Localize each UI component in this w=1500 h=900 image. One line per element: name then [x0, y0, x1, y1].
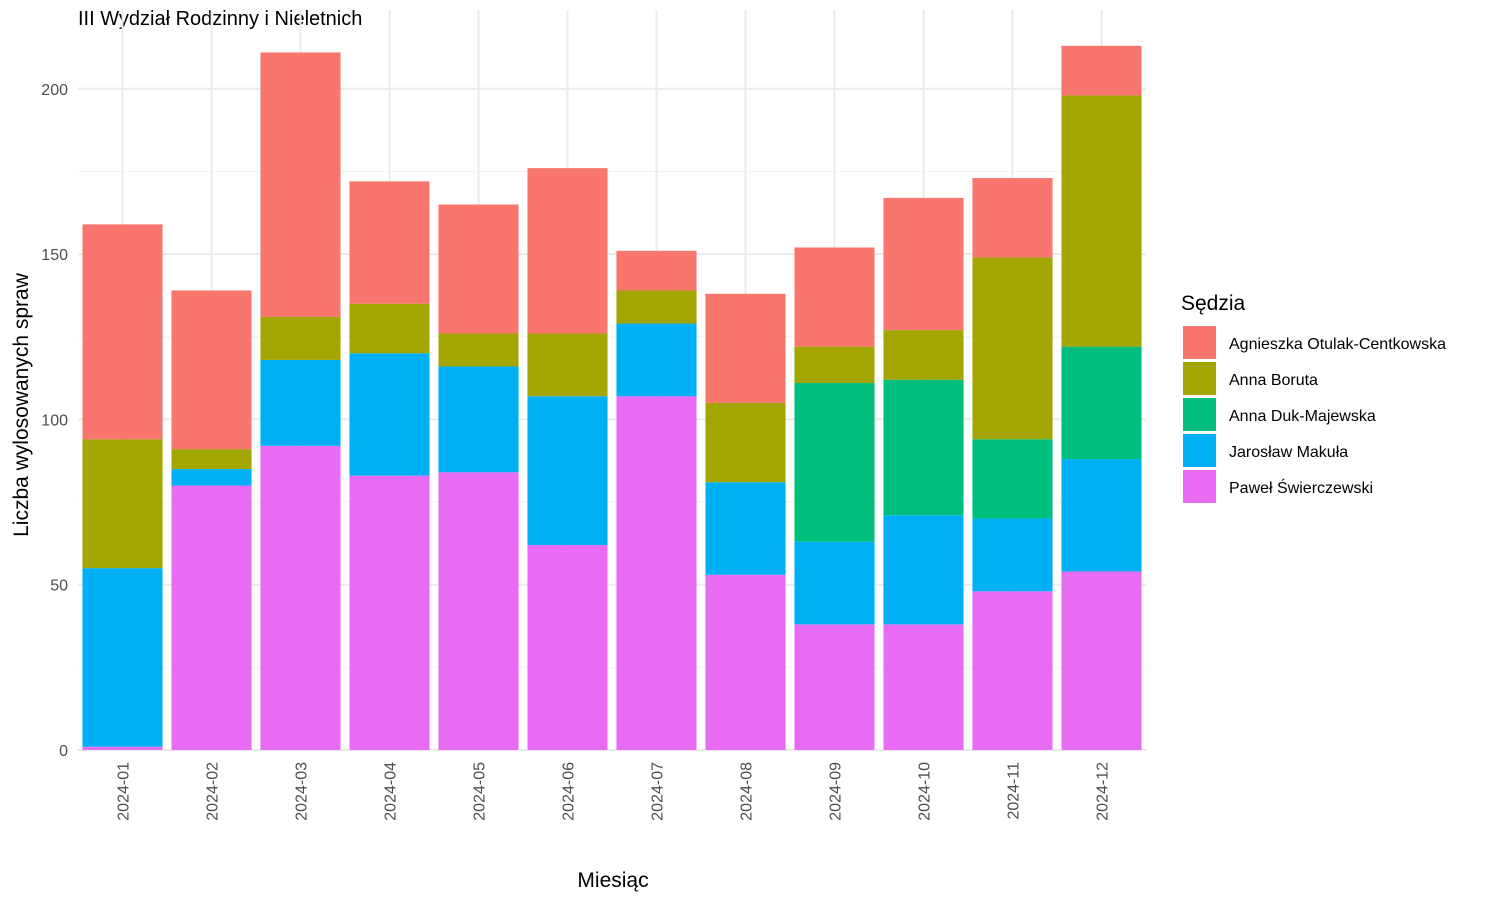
bar-segment	[794, 346, 875, 384]
bar-segment	[1061, 45, 1142, 96]
bar-segment	[82, 224, 163, 440]
legend-label: Jarosław Makuła	[1229, 444, 1348, 461]
bar-segment	[438, 472, 519, 750]
legend-title: Sędzia	[1181, 292, 1246, 315]
x-tick-label: 2024-06	[561, 762, 578, 821]
bar-segment	[171, 449, 252, 469]
bar-segment	[972, 439, 1053, 519]
bar-segment	[794, 247, 875, 347]
x-tick-label: 2024-05	[472, 762, 489, 821]
x-tick-label: 2024-10	[917, 762, 934, 821]
legend-swatch	[1183, 470, 1216, 503]
bar-segment	[171, 485, 252, 750]
x-tick-label: 2024-12	[1095, 762, 1112, 821]
x-tick-label: 2024-09	[828, 762, 845, 821]
x-tick-label: 2024-04	[383, 762, 400, 821]
bar-segment	[1061, 346, 1142, 460]
bar-segment	[883, 515, 964, 625]
bar-segment	[82, 439, 163, 569]
bar-segment	[883, 330, 964, 380]
bar-segment	[260, 445, 341, 750]
bar-segment	[1061, 571, 1142, 750]
bar-segment	[616, 290, 697, 324]
bar-segment	[82, 568, 163, 747]
bar-segment	[794, 541, 875, 625]
bar-segment	[260, 316, 341, 360]
x-tick-label: 2024-01	[116, 762, 133, 821]
x-tick-label: 2024-08	[739, 762, 756, 821]
bar-segment	[527, 396, 608, 546]
bar-segment	[883, 624, 964, 750]
y-tick-label: 100	[41, 412, 68, 429]
x-tick-label: 2024-07	[650, 762, 667, 821]
bar-segment	[349, 475, 430, 750]
y-tick-label: 0	[59, 743, 68, 760]
bar-segment	[883, 197, 964, 331]
bar-segment	[705, 482, 786, 575]
bar-segment	[527, 333, 608, 397]
bar-segment	[1061, 459, 1142, 572]
legend-swatch	[1183, 398, 1216, 431]
bar-segment	[171, 290, 252, 450]
bar-segment	[527, 545, 608, 750]
y-tick-label: 200	[41, 82, 68, 99]
bars	[82, 45, 1142, 750]
bar-segment	[972, 518, 1053, 592]
x-axis-label: Miesiąc	[577, 869, 648, 892]
bar-segment	[794, 383, 875, 542]
bar-segment	[616, 396, 697, 750]
bar-segment	[438, 366, 519, 473]
chart-title: III Wydział Rodzinny i Nieletnich	[78, 8, 363, 30]
bar-segment	[705, 293, 786, 403]
bar-segment	[1061, 95, 1142, 347]
legend-label: Anna Boruta	[1229, 372, 1318, 389]
legend: Sędzia Agnieszka Otulak-Centkowska Anna B…	[1181, 292, 1446, 503]
y-tick-label: 150	[41, 247, 68, 264]
bar-segment	[349, 353, 430, 476]
legend-swatch	[1183, 326, 1216, 359]
bar-segment	[705, 402, 786, 483]
bar-segment	[972, 257, 1053, 440]
legend-label: Anna Duk-Majewska	[1229, 408, 1376, 425]
bar-segment	[349, 303, 430, 354]
bar-segment	[438, 333, 519, 367]
bar-segment	[794, 624, 875, 750]
bar-segment	[883, 379, 964, 516]
bar-segment	[972, 591, 1053, 750]
legend-label: Agnieszka Otulak-Centkowska	[1229, 336, 1446, 353]
y-tick-label: 50	[50, 578, 68, 595]
bar-segment	[171, 468, 252, 486]
bar-segment	[438, 204, 519, 334]
bar-segment	[260, 359, 341, 446]
x-tick-label: 2024-02	[205, 762, 222, 821]
bar-segment	[260, 52, 341, 317]
x-tick-label: 2024-11	[1006, 762, 1023, 820]
y-axis-label: Liczba wylosowanych spraw	[10, 272, 33, 537]
legend-swatch	[1183, 362, 1216, 395]
bar-segment	[616, 323, 697, 397]
x-axis: 2024-01 2024-02 2024-03 2024-04 2024-05 2024-…	[116, 762, 1112, 821]
bar-segment	[82, 746, 163, 750]
bar-segment	[349, 181, 430, 304]
bar-segment	[705, 574, 786, 750]
x-tick-label: 2024-03	[294, 762, 311, 821]
legend-swatch	[1183, 434, 1216, 467]
bar-segment	[972, 178, 1053, 258]
y-axis: 0 50 100 150 200	[41, 82, 68, 760]
legend-label: Paweł Świerczewski	[1229, 478, 1373, 497]
bar-segment	[616, 250, 697, 291]
bar-segment	[527, 168, 608, 334]
